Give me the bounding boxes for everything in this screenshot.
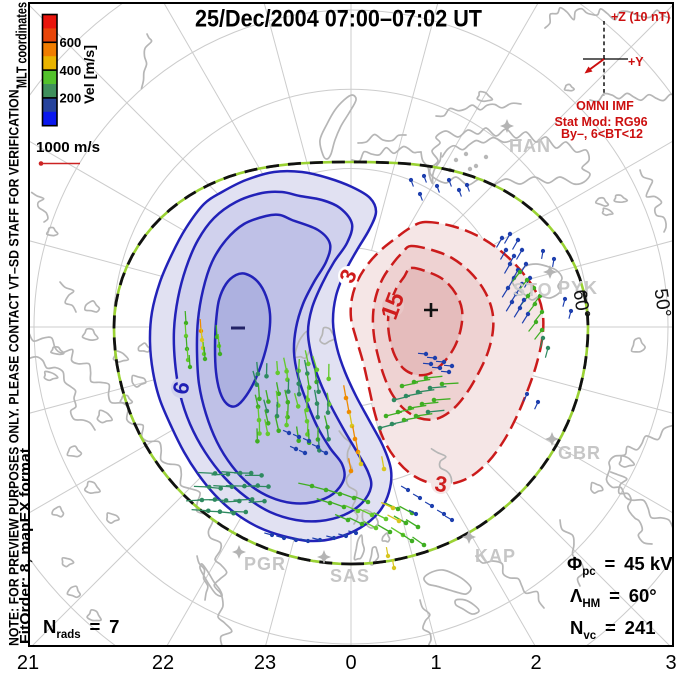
svg-text:+Z (10 nT): +Z (10 nT) <box>611 10 670 24</box>
svg-text:3: 3 <box>433 471 449 497</box>
svg-text:Nrads = 7: Nrads = 7 <box>43 616 119 641</box>
svg-text:Nvc = 241: Nvc = 241 <box>570 617 656 642</box>
svg-text:1000 m/s: 1000 m/s <box>36 140 100 156</box>
svg-text:PGR: PGR <box>244 554 286 574</box>
svg-text:PYK: PYK <box>558 278 598 298</box>
svg-text:KAP: KAP <box>475 546 516 566</box>
svg-text:NOTE: FOR PREVIEW PURPOSES ONL: NOTE: FOR PREVIEW PURPOSES ONLY. PLEASE … <box>7 86 22 646</box>
svg-text:1: 1 <box>430 652 441 674</box>
svg-text:6: 6 <box>167 379 194 396</box>
svg-text:STO: STO <box>513 280 553 300</box>
svg-text:0: 0 <box>345 652 356 674</box>
svg-text:23: 23 <box>254 652 276 674</box>
svg-text:3: 3 <box>665 652 676 674</box>
svg-text:ΛHM = 60°: ΛHM = 60° <box>570 585 657 610</box>
svg-text:Vel [m/s]: Vel [m/s] <box>82 45 97 104</box>
svg-text:60°: 60° <box>569 288 594 319</box>
svg-text:SAS: SAS <box>330 566 370 586</box>
svg-text:50°: 50° <box>650 287 675 318</box>
svg-text:+Y: +Y <box>628 55 644 69</box>
svg-text:MLT coordinates: MLT coordinates <box>14 2 31 88</box>
svg-text:By–, 6<BT<12: By–, 6<BT<12 <box>561 127 643 141</box>
svg-text:200: 200 <box>60 91 82 106</box>
svg-text:FitOrder: 8, mapEX format: FitOrder: 8, mapEX format <box>17 448 34 644</box>
svg-text:2: 2 <box>530 652 541 674</box>
svg-text:25/Dec/2004 07:00–07:02 UT: 25/Dec/2004 07:00–07:02 UT <box>195 6 482 33</box>
svg-text:OMNI IMF: OMNI IMF <box>576 99 634 113</box>
svg-text:GBR: GBR <box>558 443 601 463</box>
svg-text:HAN: HAN <box>509 136 551 156</box>
svg-text:21: 21 <box>17 652 39 674</box>
svg-text:400: 400 <box>60 63 82 78</box>
svg-text:600: 600 <box>60 35 82 50</box>
svg-text:22: 22 <box>152 652 174 674</box>
svg-text:Stat Mod: RG96: Stat Mod: RG96 <box>554 115 647 129</box>
